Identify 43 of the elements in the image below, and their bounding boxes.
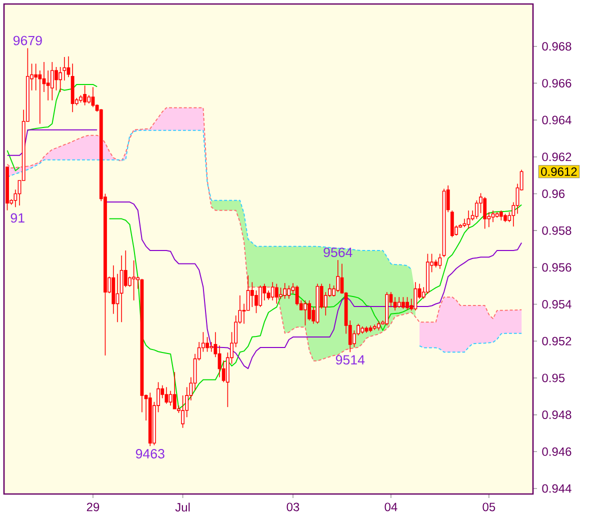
x-tick-label: 29 xyxy=(86,502,100,512)
candlestick xyxy=(210,342,214,352)
x-tick-label: 03 xyxy=(286,502,300,512)
y-tick-label: 0.964 xyxy=(542,116,572,124)
y-tick-label: 0.948 xyxy=(542,410,572,420)
candlestick xyxy=(120,255,124,323)
y-tick-label: 0.962 xyxy=(542,152,572,162)
candlestick xyxy=(132,260,136,301)
x-tick-label: Jul xyxy=(175,502,190,512)
text: 0.9612 xyxy=(541,167,577,176)
candlestick xyxy=(397,296,401,308)
candlestick xyxy=(287,285,291,300)
candlestick xyxy=(46,70,50,101)
candlestick xyxy=(434,259,438,268)
y-tick-label: 0.956 xyxy=(542,263,572,272)
candlestick xyxy=(372,324,376,330)
y-tick-label: 0.954 xyxy=(542,300,572,309)
candlestick xyxy=(148,392,152,447)
candlestick xyxy=(270,282,274,301)
y-tick-label: 0.968 xyxy=(542,42,572,51)
candlestick xyxy=(112,264,116,314)
y-tick-label: 0.966 xyxy=(542,78,572,88)
candlestick xyxy=(62,56,66,81)
x-tick-label: 05 xyxy=(482,502,496,512)
annotation: 9463 xyxy=(136,449,164,458)
x-tick-label: 04 xyxy=(384,502,398,512)
candlestick xyxy=(34,63,38,91)
annotation: 9679 xyxy=(13,36,42,46)
candlestick xyxy=(38,70,42,124)
y-tick-label: 0.952 xyxy=(542,336,572,346)
candlestick xyxy=(438,253,442,270)
y-tick-label: 0.958 xyxy=(542,226,572,235)
y-tick-label: 0.95 xyxy=(542,374,565,382)
annotation: 9564 xyxy=(324,248,352,258)
candlestick xyxy=(466,210,470,230)
y-tick-label: 0.944 xyxy=(542,484,572,493)
annotation: 91 xyxy=(10,213,24,223)
y-tick-label: 0.96 xyxy=(542,189,565,198)
candlestick xyxy=(70,63,74,113)
y-tick-label: 0.946 xyxy=(542,447,572,456)
candlestick xyxy=(168,390,172,406)
candlestick xyxy=(385,292,389,326)
annotation: 9514 xyxy=(336,355,365,365)
